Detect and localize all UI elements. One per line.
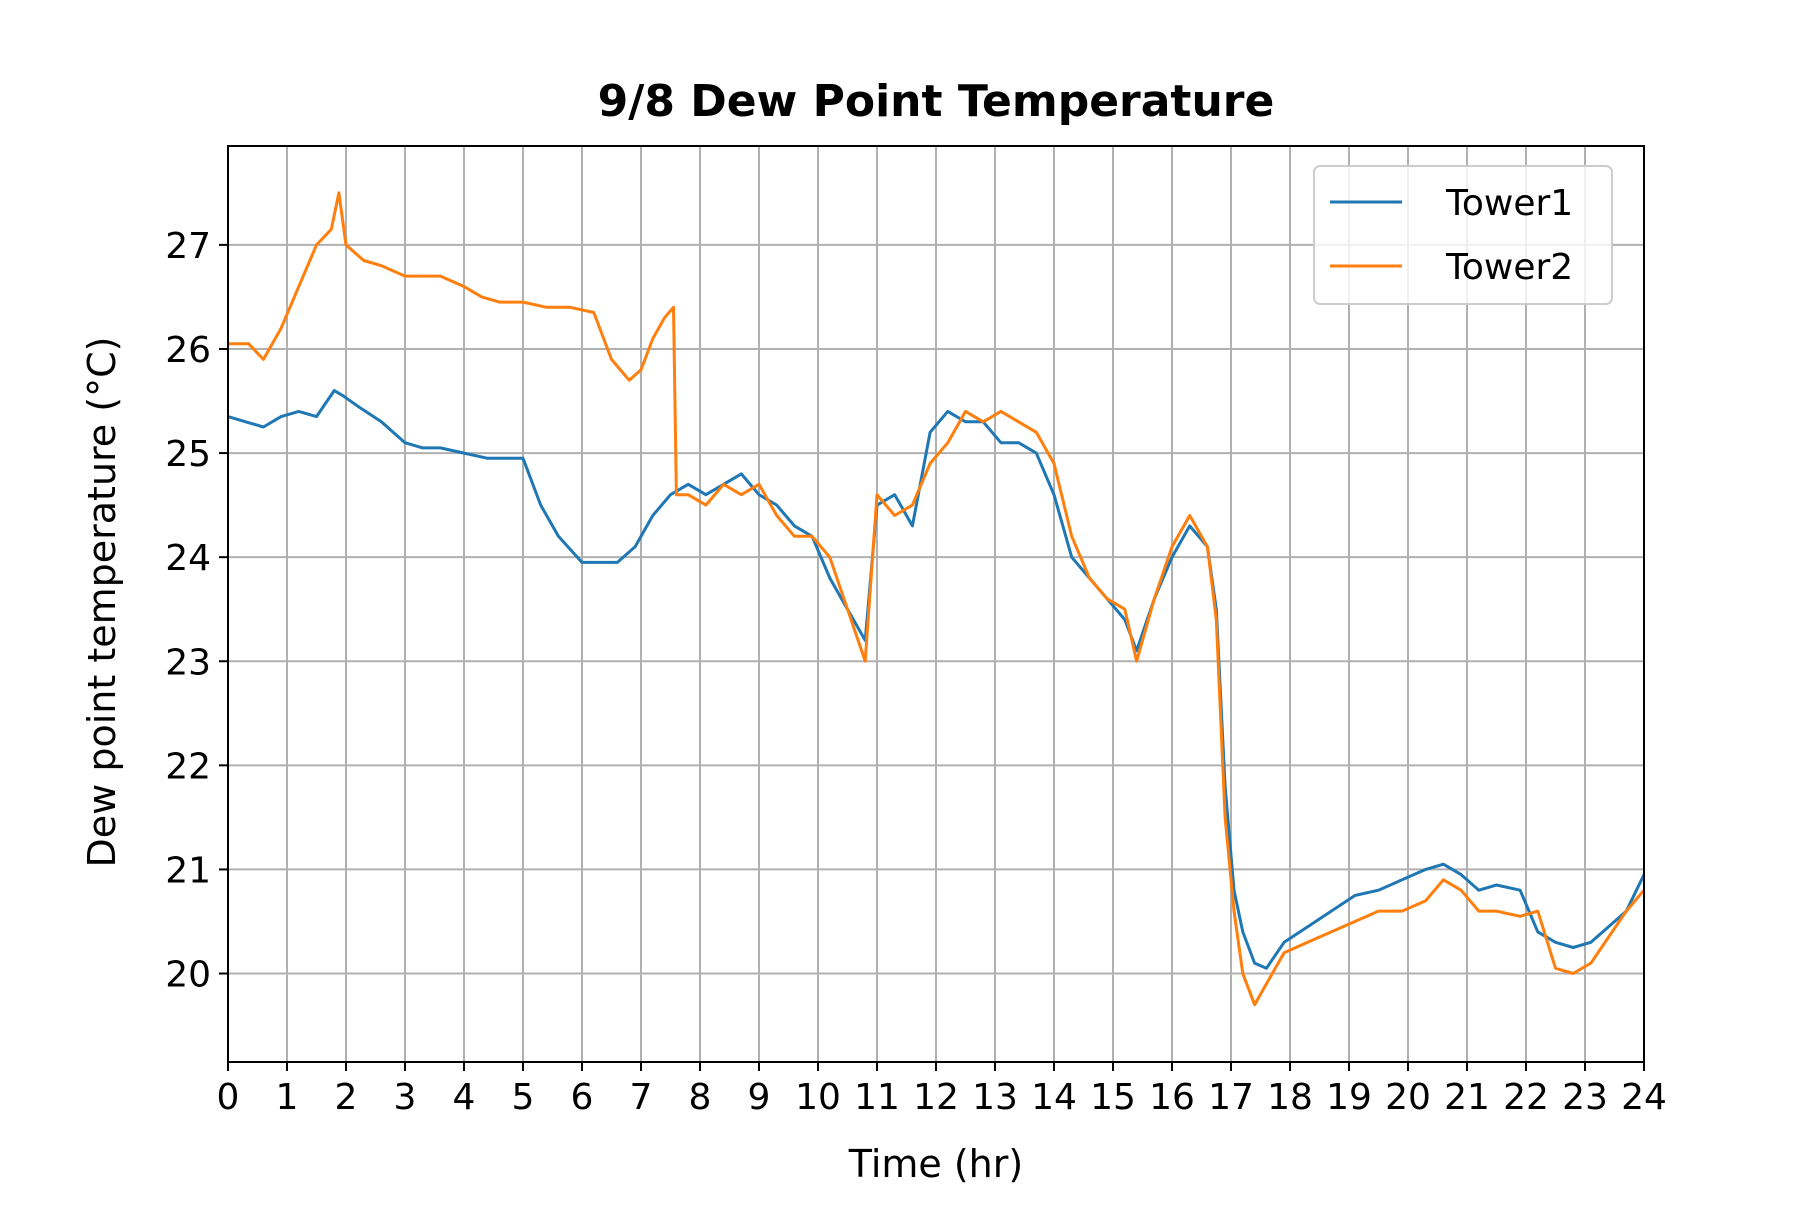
grid [227, 146, 1645, 1062]
ticks: 0 1 2 3 4 5 6 7 8 9 10 11 12 13 14 15 16 17 18 19 20 21 22 23 24… [165, 226, 1667, 1118]
y-axis-label: Dew point temperature (°C) [80, 337, 124, 868]
x-tick-label: 21 [1444, 1077, 1490, 1118]
x-tick-label: 20 [1385, 1077, 1431, 1118]
x-tick-label: 15 [1090, 1077, 1136, 1118]
x-tick-label: 17 [1208, 1077, 1254, 1118]
y-tick-label: 20 [165, 955, 211, 996]
legend-label: Tower1 [1445, 183, 1573, 224]
x-tick-label: 8 [689, 1077, 712, 1118]
x-tick-label: 6 [571, 1077, 594, 1118]
x-tick-label: 24 [1621, 1077, 1667, 1118]
legend-label: Tower2 [1445, 247, 1573, 288]
x-tick-label: 14 [1031, 1077, 1077, 1118]
x-tick-label: 10 [795, 1077, 841, 1118]
y-tick-label: 24 [165, 538, 211, 579]
x-axis-label: Time (hr) [848, 1142, 1023, 1186]
y-tick-label: 21 [165, 850, 211, 891]
y-tick-label: 23 [165, 642, 211, 683]
series-line-tower1 [227, 389, 1646, 970]
x-tick-label: 18 [1267, 1077, 1313, 1118]
y-tick-label: 27 [165, 226, 211, 267]
series-layer [227, 191, 1646, 1007]
x-tick-label: 3 [394, 1077, 417, 1118]
x-tick-label: 16 [1149, 1077, 1195, 1118]
x-tick-label: 11 [854, 1077, 900, 1118]
x-tick-label: 9 [748, 1077, 771, 1118]
x-tick-label: 4 [453, 1077, 476, 1118]
x-tick-label: 5 [512, 1077, 535, 1118]
y-tick-label: 22 [165, 746, 211, 787]
legend: Tower1 Tower2 [1313, 165, 1613, 305]
x-tick-label: 19 [1326, 1077, 1372, 1118]
x-tick-label: 12 [913, 1077, 959, 1118]
x-tick-label: 23 [1562, 1077, 1608, 1118]
y-tick-label: 25 [165, 434, 211, 475]
x-tick-label: 22 [1503, 1077, 1549, 1118]
series-line-tower2 [228, 191, 1646, 1007]
chart-title: 9/8 Dew Point Temperature [598, 76, 1275, 127]
x-tick-label: 7 [630, 1077, 653, 1118]
y-tick-label: 26 [165, 330, 211, 371]
x-tick-label: 13 [972, 1077, 1018, 1118]
x-tick-label: 1 [276, 1077, 299, 1118]
x-tick-label: 0 [217, 1077, 240, 1118]
x-tick-label: 2 [335, 1077, 358, 1118]
